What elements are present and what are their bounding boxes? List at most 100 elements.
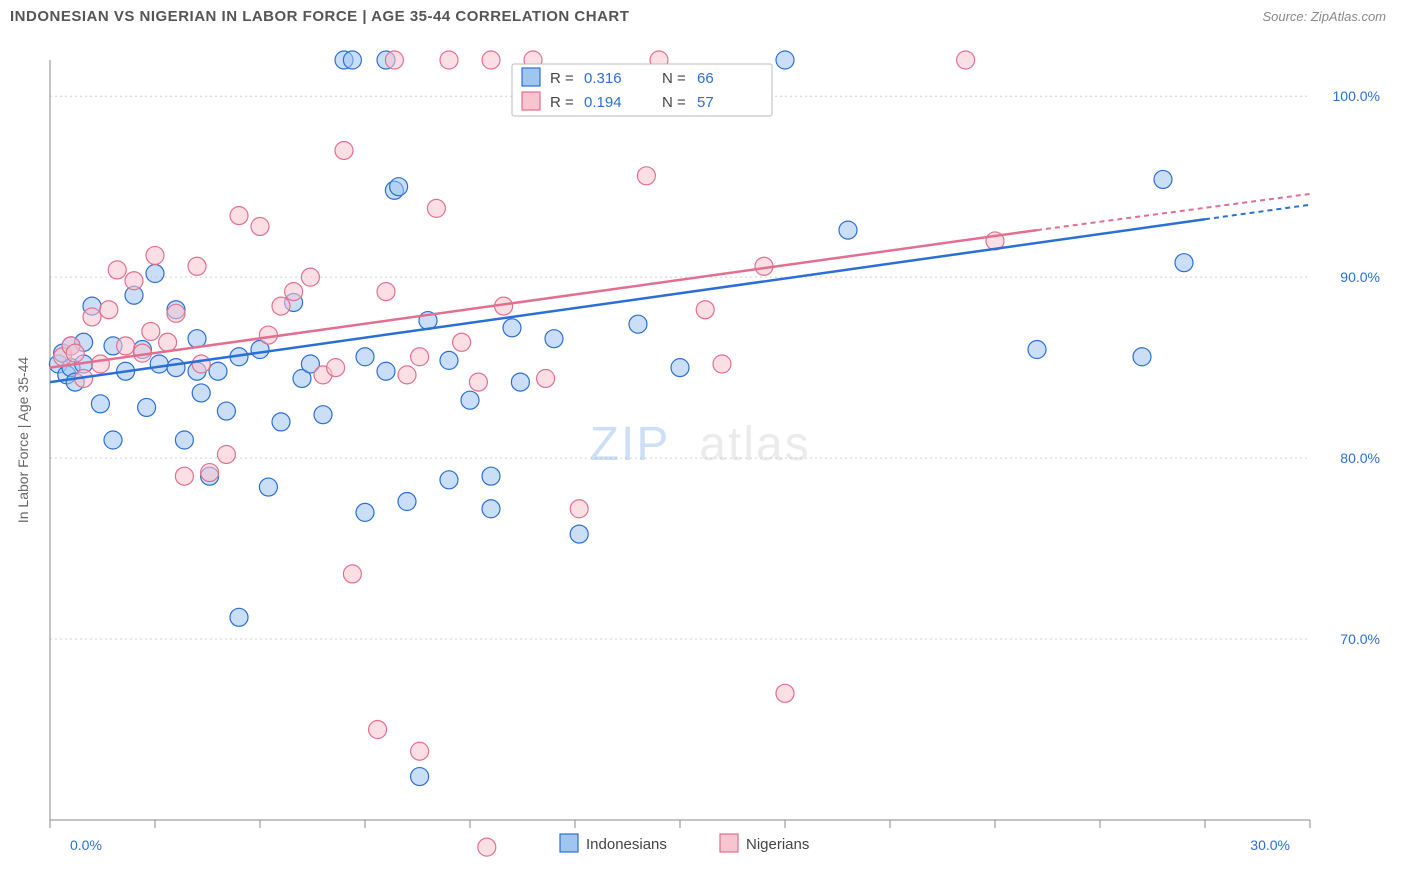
data-point — [411, 742, 429, 760]
data-point — [108, 261, 126, 279]
data-point — [440, 471, 458, 489]
data-point — [377, 283, 395, 301]
data-point — [175, 467, 193, 485]
data-point — [146, 265, 164, 283]
data-point — [440, 351, 458, 369]
data-point — [511, 373, 529, 391]
chart-source: Source: ZipAtlas.com — [1262, 9, 1386, 24]
data-point — [335, 141, 353, 159]
y-tick-label: 90.0% — [1340, 269, 1380, 285]
trend-line — [50, 230, 1037, 368]
legend-swatch — [522, 92, 540, 110]
legend-series-label: Indonesians — [586, 836, 667, 853]
data-point — [146, 246, 164, 264]
data-point — [188, 330, 206, 348]
y-axis-label: In Labor Force | Age 35-44 — [15, 357, 31, 524]
data-point — [570, 525, 588, 543]
scatter-chart: 70.0%80.0%90.0%100.0%0.0%30.0%In Labor F… — [10, 40, 1396, 872]
data-point — [167, 359, 185, 377]
legend-r-label: R = — [550, 94, 574, 111]
data-point — [125, 272, 143, 290]
data-point — [209, 362, 227, 380]
legend-r-label: R = — [550, 70, 574, 87]
svg-text:atlas: atlas — [699, 418, 810, 471]
legend-swatch — [560, 834, 578, 852]
chart-container: 70.0%80.0%90.0%100.0%0.0%30.0%In Labor F… — [10, 40, 1396, 872]
data-point — [637, 167, 655, 185]
data-point — [671, 359, 689, 377]
data-point — [776, 684, 794, 702]
data-point — [91, 355, 109, 373]
watermark: ZIP atlas — [590, 418, 811, 471]
data-point — [159, 333, 177, 351]
data-point — [776, 51, 794, 69]
data-point — [192, 384, 210, 402]
legend-swatch — [720, 834, 738, 852]
data-point — [1154, 170, 1172, 188]
legend-series-label: Nigerians — [746, 836, 809, 853]
data-point — [469, 373, 487, 391]
data-point — [251, 217, 269, 235]
data-point — [440, 51, 458, 69]
data-point — [398, 493, 416, 511]
data-point — [839, 221, 857, 239]
data-point — [385, 51, 403, 69]
data-point — [696, 301, 714, 319]
legend-r-value: 0.316 — [584, 70, 622, 87]
data-point — [398, 366, 416, 384]
data-point — [83, 308, 101, 326]
data-point — [285, 283, 303, 301]
data-point — [314, 406, 332, 424]
data-point — [66, 344, 84, 362]
data-point — [503, 319, 521, 337]
svg-text:ZIP: ZIP — [590, 418, 671, 471]
legend-n-value: 57 — [697, 94, 714, 111]
data-point — [188, 257, 206, 275]
data-point — [713, 355, 731, 373]
chart-header: INDONESIAN VS NIGERIAN IN LABOR FORCE | … — [0, 0, 1406, 33]
data-point — [91, 395, 109, 413]
data-point — [427, 199, 445, 217]
data-point — [478, 838, 496, 856]
data-point — [1175, 254, 1193, 272]
data-point — [1133, 348, 1151, 366]
data-point — [629, 315, 647, 333]
data-point — [356, 503, 374, 521]
data-point — [411, 768, 429, 786]
data-point — [411, 348, 429, 366]
data-point — [356, 348, 374, 366]
data-point — [217, 445, 235, 463]
data-point — [1028, 341, 1046, 359]
data-point — [175, 431, 193, 449]
x-tick-label: 30.0% — [1250, 837, 1290, 853]
data-point — [545, 330, 563, 348]
data-point — [570, 500, 588, 518]
data-point — [259, 326, 277, 344]
data-point — [453, 333, 471, 351]
data-point — [482, 51, 500, 69]
data-point — [343, 565, 361, 583]
y-tick-label: 70.0% — [1340, 631, 1380, 647]
data-point — [301, 268, 319, 286]
data-point — [100, 301, 118, 319]
data-point — [167, 304, 185, 322]
data-point — [201, 464, 219, 482]
data-point — [377, 362, 395, 380]
legend-swatch — [522, 68, 540, 86]
data-point — [461, 391, 479, 409]
y-tick-label: 100.0% — [1333, 88, 1380, 104]
data-point — [150, 355, 168, 373]
data-point — [259, 478, 277, 496]
data-point — [230, 207, 248, 225]
legend-n-label: N = — [662, 70, 686, 87]
legend-n-label: N = — [662, 94, 686, 111]
legend-r-value: 0.194 — [584, 94, 622, 111]
data-point — [482, 500, 500, 518]
trend-line-extrapolated — [1205, 205, 1310, 219]
data-point — [343, 51, 361, 69]
data-point — [230, 608, 248, 626]
data-point — [217, 402, 235, 420]
data-point — [957, 51, 975, 69]
data-point — [482, 467, 500, 485]
data-point — [117, 337, 135, 355]
